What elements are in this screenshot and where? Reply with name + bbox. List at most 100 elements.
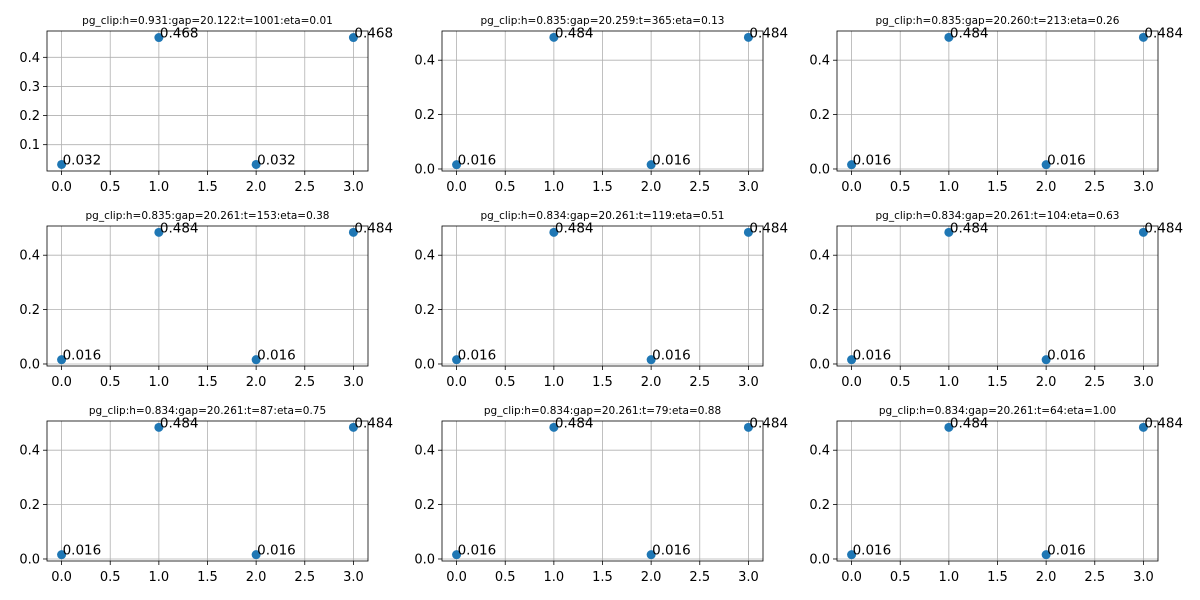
y-tick-label: 0.4: [809, 54, 830, 69]
x-tick-label: 0.0: [446, 570, 467, 585]
x-tick-label: 0.5: [495, 180, 516, 195]
data-point: [57, 355, 67, 365]
data-label: 0.484: [749, 220, 788, 236]
x-tick-label: 2.5: [689, 180, 710, 195]
subplot-title: pg_clip:h=0.834:gap=20.261:t=119:eta=0.5…: [481, 210, 725, 222]
subplot-2: pg_clip:h=0.835:gap=20.259:t=365:eta=0.1…: [414, 15, 788, 195]
x-tick-label: 2.0: [641, 180, 662, 195]
data-label: 0.468: [354, 26, 393, 42]
subplot-1: pg_clip:h=0.931:gap=20.122:t=1001:eta=0.…: [19, 15, 393, 195]
subplot-8: pg_clip:h=0.834:gap=20.261:t=79:eta=0.88…: [414, 405, 788, 585]
data-point: [251, 550, 261, 560]
y-tick-label: 0.0: [19, 357, 40, 372]
x-tick-label: 0.5: [495, 375, 516, 390]
y-tick-label: 0.2: [414, 108, 435, 123]
x-tick-label: 0.0: [51, 570, 72, 585]
data-label: 0.016: [652, 348, 691, 364]
data-label: 0.484: [950, 415, 989, 431]
subplot-title: pg_clip:h=0.834:gap=20.261:t=104:eta=0.6…: [876, 210, 1120, 222]
y-tick-label: 0.4: [19, 51, 40, 66]
x-tick-label: 3.0: [738, 570, 759, 585]
data-label: 0.468: [160, 26, 199, 42]
x-tick-label: 0.0: [841, 180, 862, 195]
x-tick-label: 2.5: [689, 570, 710, 585]
data-point: [452, 355, 462, 365]
x-tick-label: 2.0: [246, 375, 267, 390]
y-tick-label: 0.1: [19, 138, 40, 153]
data-label: 0.484: [555, 220, 594, 236]
data-label: 0.484: [555, 415, 594, 431]
x-tick-label: 2.0: [1036, 570, 1057, 585]
x-tick-label: 1.5: [987, 180, 1008, 195]
y-tick-label: 0.0: [414, 162, 435, 177]
data-point: [549, 32, 559, 42]
x-tick-label: 1.5: [197, 180, 218, 195]
x-tick-label: 1.5: [592, 570, 613, 585]
y-tick-label: 0.4: [809, 444, 830, 459]
data-point: [348, 227, 358, 237]
x-tick-label: 0.0: [51, 375, 72, 390]
data-point: [847, 160, 857, 170]
x-tick-label: 2.5: [1084, 375, 1105, 390]
x-tick-label: 3.0: [343, 375, 364, 390]
y-tick-label: 0.2: [414, 303, 435, 318]
data-point: [743, 422, 753, 432]
x-tick-label: 1.0: [149, 375, 170, 390]
data-point: [251, 159, 261, 169]
x-tick-label: 0.5: [100, 180, 121, 195]
data-point: [646, 355, 656, 365]
x-tick-label: 2.0: [641, 375, 662, 390]
data-label: 0.016: [257, 543, 296, 559]
data-point: [154, 422, 164, 432]
data-point: [251, 355, 261, 365]
subplot-4: pg_clip:h=0.835:gap=20.261:t=153:eta=0.3…: [19, 210, 393, 390]
data-point: [154, 33, 164, 43]
x-tick-label: 0.5: [495, 570, 516, 585]
x-tick-label: 2.0: [1036, 375, 1057, 390]
x-tick-label: 2.5: [1084, 570, 1105, 585]
x-tick-label: 2.5: [689, 375, 710, 390]
data-label: 0.484: [160, 220, 199, 236]
y-tick-label: 0.2: [809, 108, 830, 123]
subplot-title: pg_clip:h=0.834:gap=20.261:t=79:eta=0.88: [484, 405, 721, 417]
x-tick-label: 1.5: [592, 375, 613, 390]
y-tick-label: 0.4: [414, 444, 435, 459]
data-label: 0.484: [1144, 25, 1183, 41]
x-tick-label: 0.5: [100, 375, 121, 390]
x-tick-label: 0.0: [446, 375, 467, 390]
y-tick-label: 0.4: [414, 54, 435, 69]
subplot-title: pg_clip:h=0.835:gap=20.261:t=153:eta=0.3…: [86, 210, 330, 222]
data-label: 0.016: [1047, 543, 1086, 559]
subplot-title: pg_clip:h=0.834:gap=20.261:t=87:eta=0.75: [89, 405, 326, 417]
x-tick-label: 3.0: [1133, 375, 1154, 390]
y-tick-label: 0.4: [19, 444, 40, 459]
data-label: 0.016: [458, 348, 497, 364]
x-tick-label: 3.0: [343, 180, 364, 195]
y-tick-label: 0.2: [414, 498, 435, 513]
y-tick-label: 0.0: [414, 552, 435, 567]
data-point: [944, 422, 954, 432]
x-tick-label: 3.0: [343, 570, 364, 585]
x-tick-label: 1.0: [544, 180, 565, 195]
x-tick-label: 2.5: [294, 570, 315, 585]
subplot-5: pg_clip:h=0.834:gap=20.261:t=119:eta=0.5…: [414, 210, 788, 390]
data-label: 0.016: [458, 153, 497, 169]
y-tick-label: 0.2: [19, 498, 40, 513]
data-label: 0.016: [1047, 153, 1086, 169]
subplot-title: pg_clip:h=0.834:gap=20.261:t=64:eta=1.00: [879, 405, 1116, 417]
data-point: [57, 550, 67, 560]
y-tick-label: 0.3: [19, 80, 40, 95]
data-point: [348, 33, 358, 43]
data-point: [1041, 160, 1051, 170]
x-tick-label: 0.0: [446, 180, 467, 195]
x-tick-label: 2.0: [246, 570, 267, 585]
x-tick-label: 0.5: [890, 180, 911, 195]
x-tick-label: 0.0: [841, 375, 862, 390]
data-point: [1138, 32, 1148, 42]
x-tick-label: 1.0: [939, 570, 960, 585]
data-label: 0.016: [652, 543, 691, 559]
data-label: 0.484: [354, 415, 393, 431]
data-label: 0.016: [652, 153, 691, 169]
data-label: 0.016: [853, 543, 892, 559]
y-tick-label: 0.4: [809, 249, 830, 264]
